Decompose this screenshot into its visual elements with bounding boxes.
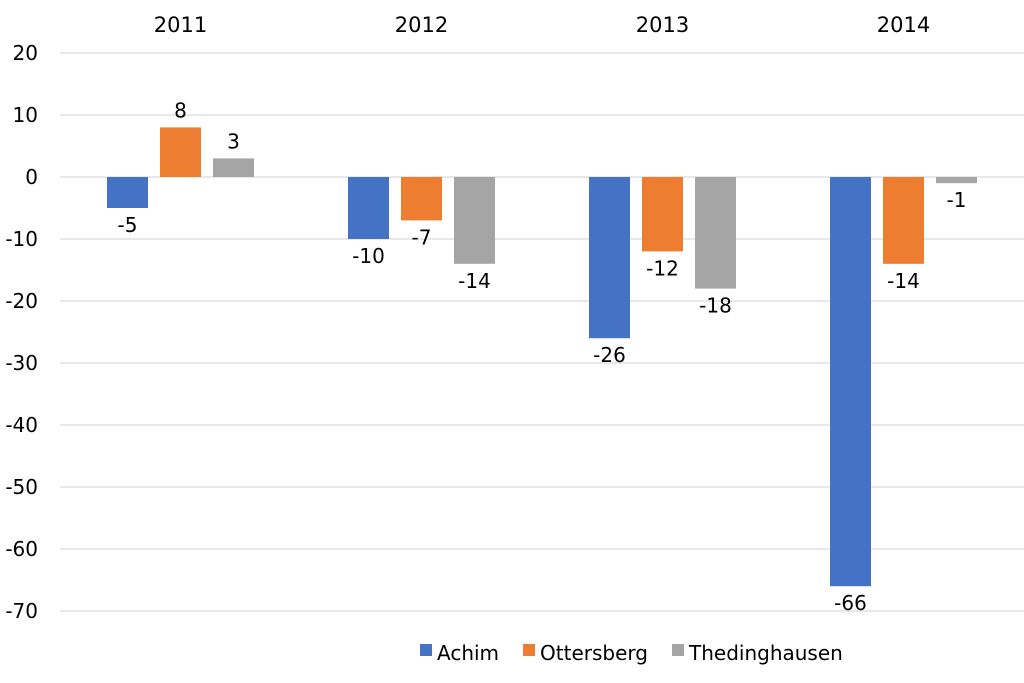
y-tick-label: 0 [25, 165, 38, 189]
bar-achim-2014 [830, 177, 871, 587]
gridlines [60, 52, 1024, 612]
data-label: -1 [947, 188, 967, 212]
data-label: -5 [118, 213, 138, 237]
y-axis-tick-labels: 20 10 0 -10 -20 -30 -40 -50 -60 -70 [5, 41, 38, 623]
bar-thedinghausen-2011 [213, 158, 254, 177]
y-tick-label: -10 [5, 227, 38, 251]
bar-ottersberg-2014 [883, 177, 924, 264]
data-label: -10 [352, 244, 385, 268]
bar-thedinghausen-2013 [695, 177, 736, 289]
legend-swatch-achim [420, 644, 432, 656]
legend-swatch-thedinghausen [672, 644, 684, 656]
category-label: 2012 [395, 13, 448, 37]
data-label: -66 [834, 591, 867, 615]
y-tick-label: -50 [5, 475, 38, 499]
bar-thedinghausen-2012 [454, 177, 495, 264]
y-tick-label: -20 [5, 289, 38, 313]
category-label: 2014 [877, 13, 930, 37]
data-labels: -5 8 3 -10 -7 -14 -26 -12 -18 -66 -14 -1 [118, 98, 967, 615]
data-label: -14 [887, 269, 920, 293]
y-tick-label: -70 [5, 599, 38, 623]
y-tick-label: -30 [5, 351, 38, 375]
category-labels: 2011 2012 2013 2014 [154, 13, 930, 37]
bar-achim-2013 [589, 177, 630, 339]
category-label: 2011 [154, 13, 207, 37]
data-label: -26 [593, 343, 626, 367]
bar-ottersberg-2011 [160, 127, 201, 177]
y-tick-label: -40 [5, 413, 38, 437]
bar-ottersberg-2013 [642, 177, 683, 252]
legend-swatch-ottersberg [523, 644, 536, 656]
data-label: 8 [174, 98, 187, 122]
y-tick-label: -60 [5, 537, 38, 561]
legend-label-achim: Achim [437, 641, 499, 665]
category-label: 2013 [636, 13, 689, 37]
legend: Achim Ottersberg Thedinghausen [420, 641, 843, 665]
bar-ottersberg-2012 [401, 177, 442, 221]
y-tick-label: 10 [13, 103, 38, 127]
legend-label-thedinghausen: Thedinghausen [688, 641, 843, 665]
data-label: -12 [646, 256, 679, 280]
y-tick-label: 20 [13, 41, 38, 65]
bar-achim-2011 [107, 177, 148, 208]
bar-achim-2012 [348, 177, 389, 239]
bars [107, 127, 977, 587]
legend-label-ottersberg: Ottersberg [540, 641, 648, 665]
data-label: -7 [412, 225, 432, 249]
data-label: 3 [227, 129, 240, 153]
data-label: -14 [458, 269, 491, 293]
data-label: -18 [699, 294, 732, 318]
bar-thedinghausen-2014 [936, 177, 977, 184]
